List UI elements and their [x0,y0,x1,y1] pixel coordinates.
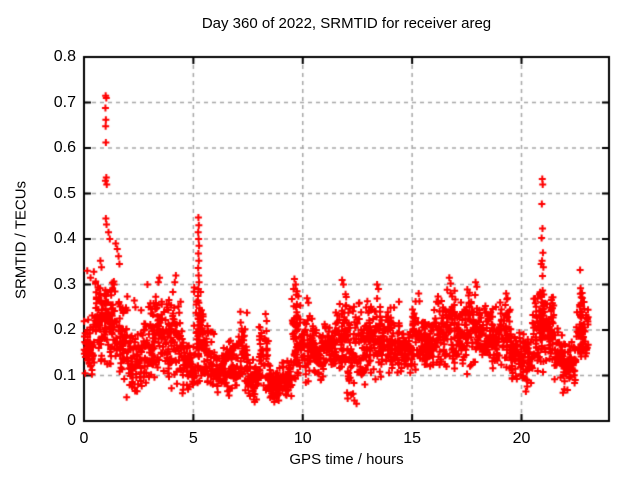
x-tick-label: 10 [293,430,312,447]
x-axis-label: GPS time / hours [289,451,404,468]
y-tick-label: 0.5 [53,184,76,202]
x-tick-label: 5 [188,430,198,447]
y-tick-label: 0.8 [53,48,76,65]
y-tick-label: 0.3 [53,275,76,293]
y-tick-label: 0.2 [53,321,76,338]
x-tick-label: 20 [512,430,531,447]
x-tick-label: 0 [79,430,89,447]
y-tick-label: 0.7 [53,93,76,111]
chart-title: Day 360 of 2022, SRMTID for receiver are… [201,15,492,32]
y-tick-label: 0 [67,412,76,429]
y-tick-label: 0.4 [53,230,76,247]
y-tick-label: 0.1 [53,366,76,384]
x-tick-label: 15 [403,430,422,447]
y-tick-label: 0.6 [53,139,76,156]
